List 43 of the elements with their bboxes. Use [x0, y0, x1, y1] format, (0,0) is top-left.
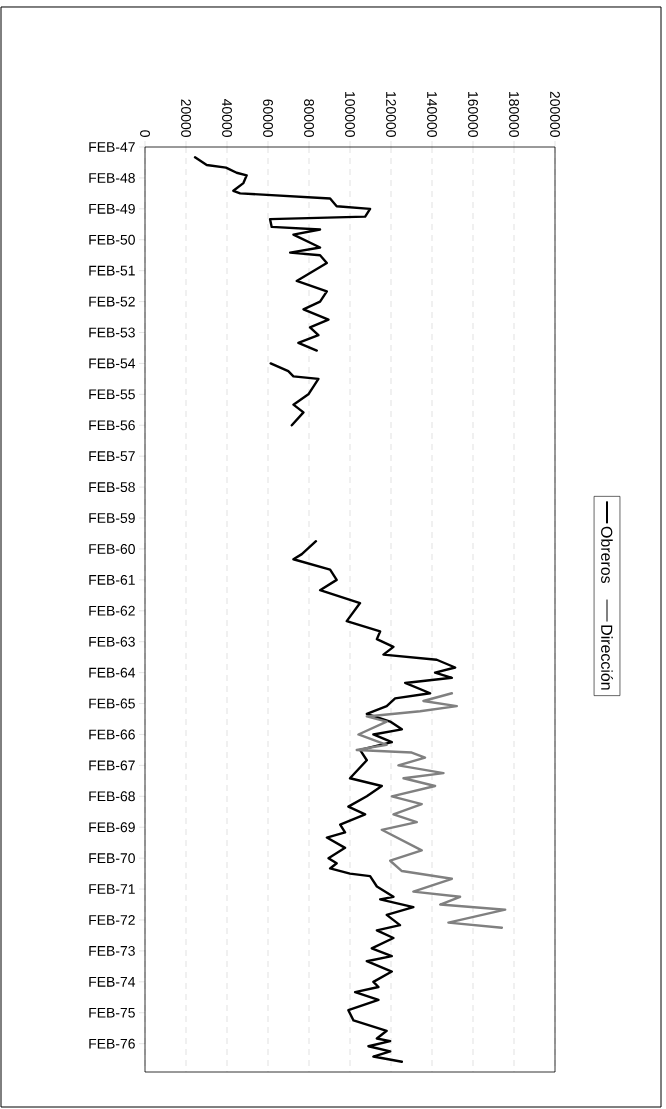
y-tick-label: FEB-74 [89, 977, 136, 987]
x-tick-label: 20000 [181, 99, 191, 137]
y-tick-label: FEB-68 [89, 791, 135, 802]
y-tick-label: FEB-54 [89, 358, 136, 369]
y-tick-label: FEB-61 [89, 574, 135, 585]
y-tick-label: FEB-64 [89, 667, 136, 678]
y-tick-label: FEB-76 [89, 1038, 135, 1049]
y-tick-label: FEB-47 [89, 142, 135, 152]
y-tick-label: FEB-62 [89, 605, 135, 616]
y-tick-label: FEB-72 [89, 915, 135, 925]
y-tick-label: FEB-67 [89, 760, 135, 771]
x-tick-label: 200000 [550, 91, 560, 137]
x-tick-label: 60000 [263, 99, 273, 137]
y-tick-label: FEB-52 [89, 296, 135, 307]
x-tick-label: 180000 [509, 92, 519, 137]
x-tick-label: 100000 [345, 92, 355, 137]
y-tick-label: FEB-73 [89, 945, 135, 956]
y-tick-label: FEB-48 [89, 172, 135, 183]
x-tick-label: 140000 [427, 92, 437, 137]
x-tick-label: 80000 [304, 99, 314, 137]
y-tick-label: FEB-50 [89, 234, 135, 245]
y-tick-label: FEB-69 [89, 822, 135, 833]
x-tick-label: 40000 [222, 99, 232, 137]
y-tick-label: FEB-66 [89, 729, 135, 740]
y-tick-label: FEB-60 [89, 544, 135, 554]
legend-label: Dirección [601, 625, 613, 690]
y-tick-label: FEB-56 [89, 420, 135, 431]
y-tick-label: FEB-58 [89, 482, 135, 493]
y-tick-label: FEB-65 [89, 698, 135, 709]
y-tick-label: FEB-57 [89, 451, 135, 462]
y-tick-label: FEB-59 [89, 513, 135, 523]
y-tick-label: FEB-63 [89, 636, 135, 647]
y-tick-label: FEB-75 [89, 1007, 135, 1018]
x-tick-label: 160000 [468, 92, 478, 137]
y-tick-label: FEB-71 [89, 884, 135, 894]
legend-label: Obreros [601, 526, 613, 584]
y-tick-label: FEB-55 [89, 389, 135, 400]
y-tick-label: FEB-51 [89, 265, 135, 276]
y-tick-label: FEB-49 [89, 203, 135, 214]
x-tick-label: 120000 [386, 92, 396, 137]
x-tick-label: 0 [140, 130, 150, 137]
y-tick-label: FEB-70 [89, 853, 135, 864]
y-tick-label: FEB-53 [89, 327, 135, 338]
